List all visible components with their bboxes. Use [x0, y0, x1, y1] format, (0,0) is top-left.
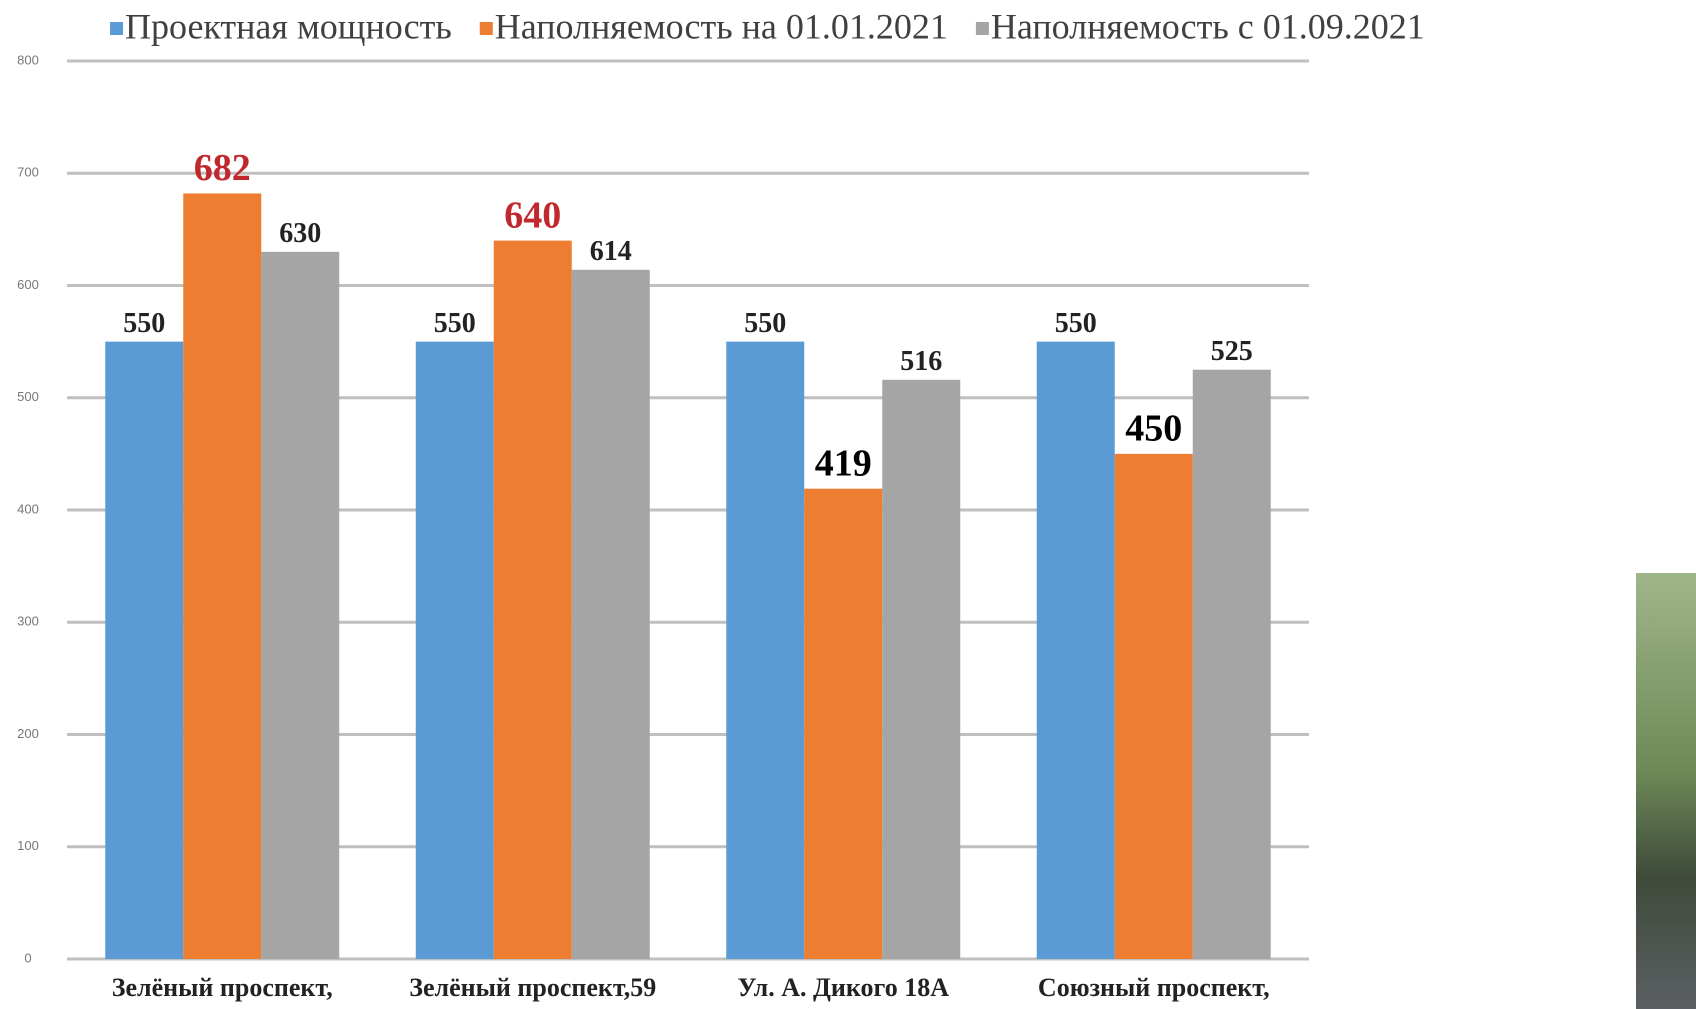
y-tick-label: 700	[17, 165, 39, 180]
y-tick-label: 400	[17, 501, 39, 516]
data-label: 630	[279, 218, 321, 249]
legend-swatch	[110, 22, 123, 35]
y-tick-label: 100	[17, 838, 39, 853]
y-tick-label: 500	[17, 389, 39, 404]
x-tick-label: Союзный проспект,	[1038, 973, 1270, 1002]
legend-label: Наполняемость с 01.09.2021	[991, 6, 1425, 46]
photo	[1636, 573, 1696, 1009]
data-label: 550	[123, 308, 165, 339]
data-label: 419	[815, 442, 872, 484]
data-label: 682	[194, 147, 251, 189]
bar	[105, 342, 183, 959]
bar	[1037, 342, 1115, 959]
data-label: 550	[434, 308, 476, 339]
bar	[494, 241, 572, 959]
x-tick-label: Ул. А. Дикого 18А	[738, 973, 950, 1002]
bar	[1193, 370, 1271, 959]
data-label: 550	[1055, 308, 1097, 339]
bar	[726, 342, 804, 959]
data-label: 550	[744, 308, 786, 339]
y-tick-label: 600	[17, 277, 39, 292]
legend-label: Проектная мощность	[125, 6, 452, 46]
x-tick-label: Зелёный проспект,59	[409, 973, 656, 1002]
data-label: 516	[900, 346, 942, 377]
bar	[804, 489, 882, 959]
y-tick-label: 200	[17, 726, 39, 741]
data-label: 525	[1211, 336, 1253, 367]
bar	[1115, 454, 1193, 959]
y-tick-label: 800	[17, 52, 39, 67]
chart: 0 100 200 300 400 500 600 700 800 Проектная мощно…	[0, 0, 1696, 1009]
legend-swatch	[976, 22, 989, 35]
data-label: 614	[590, 236, 632, 267]
y-tick-label: 0	[24, 950, 31, 965]
legend-label: Наполняемость на 01.01.2021	[495, 6, 948, 46]
bar	[261, 252, 339, 959]
x-tick-label: Зелёный проспект,	[112, 973, 333, 1002]
bar	[882, 380, 960, 959]
y-tick-label: 300	[17, 614, 39, 629]
data-label: 640	[504, 194, 561, 236]
bar	[183, 193, 261, 959]
data-label: 450	[1125, 408, 1182, 450]
bar	[572, 270, 650, 959]
bar	[416, 342, 494, 959]
legend-swatch	[480, 22, 493, 35]
